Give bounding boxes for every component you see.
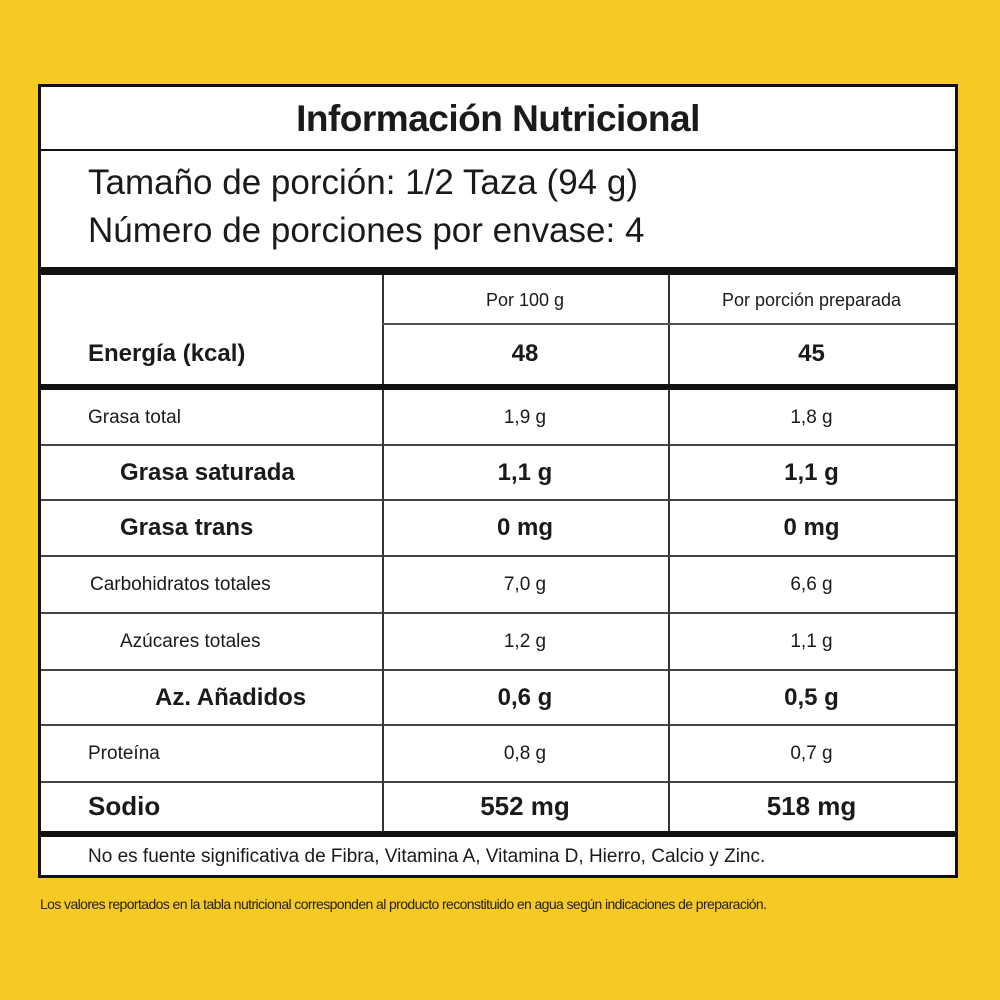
row-divider bbox=[41, 555, 955, 557]
servings: Número de porciones por envase: 4 bbox=[88, 211, 645, 250]
row-label: Az. Añadidos bbox=[155, 683, 307, 711]
value-per-100g: 7,0 g bbox=[503, 573, 547, 595]
column-divider bbox=[668, 445, 670, 500]
column-divider bbox=[668, 500, 670, 556]
value-per-serving: 45 bbox=[798, 340, 825, 367]
column-divider bbox=[668, 275, 670, 386]
value-per-serving: 6,6 g bbox=[790, 573, 833, 595]
column-header: Por porción preparada bbox=[721, 289, 902, 310]
row-label: Grasa total bbox=[88, 406, 181, 428]
value-per-100g: 0,8 g bbox=[503, 742, 547, 764]
column-divider bbox=[382, 445, 384, 500]
footnote: No es fuente significativa de Fibra, Vit… bbox=[88, 846, 766, 867]
value-per-100g: 1,9 g bbox=[503, 406, 547, 428]
value-per-serving: 1,1 g bbox=[784, 458, 839, 486]
row-label: Sodio bbox=[88, 791, 161, 821]
value-per-100g: 1,2 g bbox=[503, 630, 547, 652]
disclaimer: Los valores reportados en la tabla nutri… bbox=[40, 896, 767, 912]
row-divider bbox=[41, 669, 955, 671]
value-per-100g: 48 bbox=[511, 340, 539, 367]
column-divider bbox=[382, 275, 384, 386]
column-divider bbox=[382, 500, 384, 556]
row-divider bbox=[41, 499, 955, 501]
value-per-serving: 0 mg bbox=[783, 514, 840, 541]
value-per-100g: 0,6 g bbox=[497, 683, 553, 711]
row-divider bbox=[41, 612, 955, 614]
value-per-100g: 1,1 g bbox=[497, 458, 553, 486]
title: Información Nutricional bbox=[296, 98, 700, 139]
row-label: Grasa saturada bbox=[120, 458, 295, 486]
value-per-serving: 518 mg bbox=[766, 791, 857, 821]
column-divider bbox=[668, 725, 670, 782]
nutrition-table: Información Nutricional Tamaño de porció… bbox=[38, 84, 958, 878]
column-divider bbox=[382, 782, 384, 831]
column-divider bbox=[382, 725, 384, 782]
row-label: Carbohidratos totales bbox=[90, 573, 271, 595]
column-divider bbox=[668, 390, 670, 445]
row-label: Azúcares totales bbox=[120, 630, 261, 652]
column-divider bbox=[668, 613, 670, 670]
column-divider bbox=[382, 390, 384, 445]
value-per-serving: 0,5 g bbox=[784, 683, 839, 711]
value-per-100g: 0 mg bbox=[496, 514, 553, 541]
row-label: Energía (kcal) bbox=[88, 340, 246, 367]
column-divider bbox=[668, 556, 670, 613]
divider bbox=[382, 323, 955, 325]
column-header: Por 100 g bbox=[485, 289, 565, 310]
thick-divider bbox=[41, 831, 955, 837]
row-divider bbox=[41, 444, 955, 446]
value-per-serving: 1,8 g bbox=[790, 406, 833, 428]
value-per-serving: 0,7 g bbox=[790, 742, 833, 764]
column-divider bbox=[382, 613, 384, 670]
row-label: Grasa trans bbox=[120, 514, 254, 541]
divider bbox=[41, 149, 955, 151]
thick-divider bbox=[41, 267, 955, 275]
serving-size: Tamaño de porción: 1/2 Taza (94 g) bbox=[88, 163, 638, 202]
column-divider bbox=[668, 782, 670, 831]
column-divider bbox=[382, 556, 384, 613]
row-label: Proteína bbox=[88, 742, 160, 764]
column-divider bbox=[668, 670, 670, 725]
row-divider bbox=[41, 781, 955, 783]
column-divider bbox=[382, 670, 384, 725]
row-divider bbox=[41, 724, 955, 726]
thick-divider bbox=[41, 384, 955, 390]
value-per-serving: 1,1 g bbox=[790, 630, 833, 652]
value-per-100g: 552 mg bbox=[480, 791, 570, 821]
